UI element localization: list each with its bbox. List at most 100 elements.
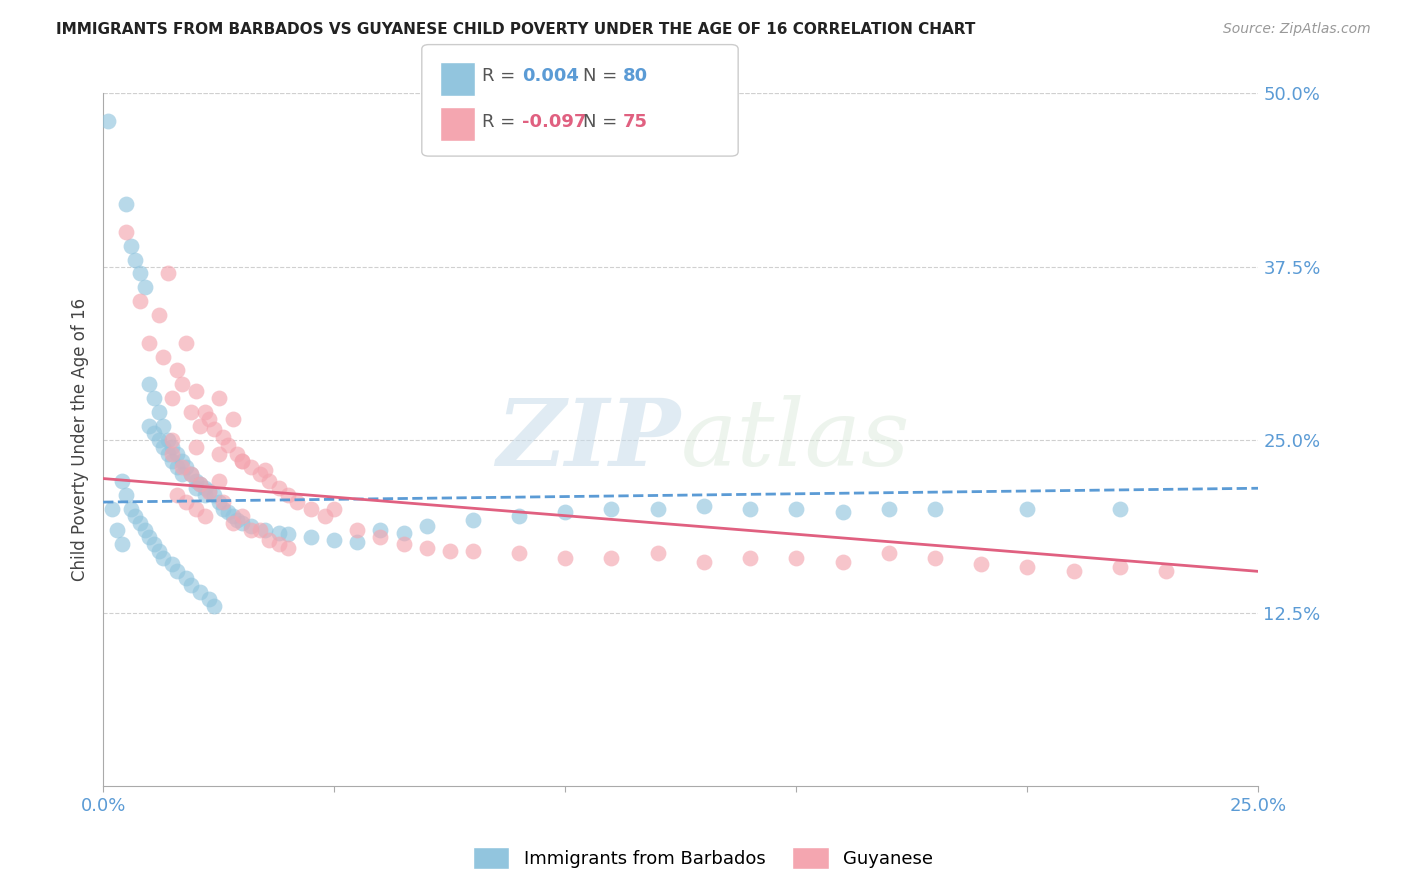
Point [138,335,160,350]
Point [877,546,900,560]
Point [259,475,281,489]
Point [138,530,160,544]
Point [508,546,530,560]
Point [105,523,128,537]
Point [231,508,253,523]
Y-axis label: Child Poverty Under the Age of 16: Child Poverty Under the Age of 16 [72,298,89,582]
Point [785,502,807,516]
Point [188,585,211,599]
Point [143,391,166,405]
Text: -0.097: -0.097 [522,113,586,131]
Point [198,485,221,500]
Point [129,516,152,530]
Point [184,481,207,495]
Point [600,502,623,516]
Point [208,391,231,405]
Point [231,516,253,530]
Point [240,518,263,533]
Point [148,405,170,419]
Point [134,280,156,294]
Point [267,536,290,550]
Point [143,425,166,440]
Text: 80: 80 [623,67,648,85]
Point [231,453,253,467]
Point [212,495,235,509]
Point [259,533,281,547]
Text: Source: ZipAtlas.com: Source: ZipAtlas.com [1223,22,1371,37]
Point [370,530,392,544]
Point [156,447,179,461]
Point [1063,565,1085,579]
Point [162,433,184,447]
Point [647,502,669,516]
Point [740,502,762,516]
Point [277,527,299,541]
Point [1017,560,1039,574]
Point [170,460,193,475]
Point [231,453,253,467]
Point [647,546,669,560]
Point [831,555,853,569]
Point [138,377,160,392]
Point [170,377,193,392]
Point [240,460,263,475]
Point [370,523,392,537]
Point [156,267,179,281]
Point [508,508,530,523]
Point [152,440,174,454]
Point [97,114,120,128]
Point [249,523,271,537]
Point [346,535,368,549]
Point [166,488,188,502]
Text: 0.004: 0.004 [522,67,578,85]
Point [166,447,188,461]
Point [184,440,207,454]
Point [221,412,243,426]
Point [166,460,188,475]
Point [180,467,202,482]
Text: 75: 75 [623,113,648,131]
Text: N =: N = [583,113,623,131]
Point [152,350,174,364]
Point [267,481,290,495]
Point [693,555,716,569]
Point [202,488,225,502]
Point [115,225,138,239]
Point [198,592,221,607]
Point [180,578,202,592]
Point [101,502,124,516]
Point [208,475,231,489]
Text: ZIP: ZIP [496,395,681,484]
Point [170,453,193,467]
Point [202,422,225,436]
Point [198,412,221,426]
Text: IMMIGRANTS FROM BARBADOS VS GUYANESE CHILD POVERTY UNDER THE AGE OF 16 CORRELATI: IMMIGRANTS FROM BARBADOS VS GUYANESE CHI… [56,22,976,37]
Point [1108,502,1130,516]
Point [831,505,853,519]
Point [134,523,156,537]
Point [143,536,166,550]
Point [166,565,188,579]
Point [1108,560,1130,574]
Point [740,550,762,565]
Point [120,502,142,516]
Point [208,447,231,461]
Text: R =: R = [482,67,522,85]
Point [600,550,623,565]
Point [439,543,461,558]
Point [415,541,437,555]
Point [314,508,336,523]
Point [184,475,207,489]
Point [180,405,202,419]
Point [240,523,263,537]
Point [129,267,152,281]
Point [188,418,211,433]
Point [461,513,484,527]
Point [323,533,346,547]
Point [184,384,207,399]
Point [156,433,179,447]
Point [267,525,290,540]
Point [208,495,231,509]
Point [188,477,211,491]
Point [162,447,184,461]
